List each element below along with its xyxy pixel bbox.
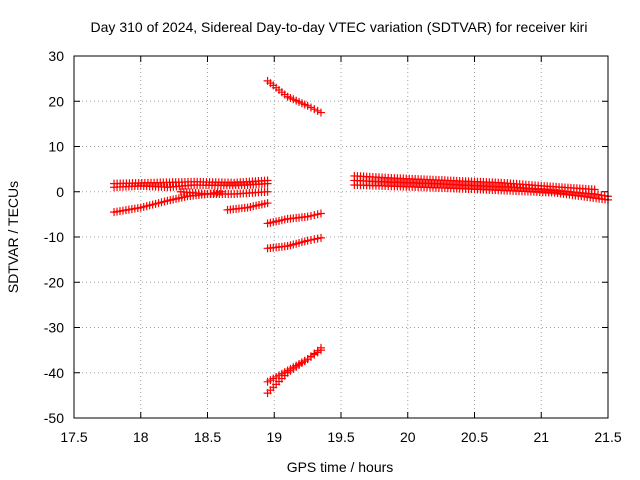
x-tick-label: 20.5 bbox=[461, 429, 488, 445]
y-tick-label: -10 bbox=[44, 229, 64, 245]
data-point bbox=[313, 106, 322, 115]
y-tick-label: 30 bbox=[48, 48, 64, 64]
data-points bbox=[110, 76, 612, 398]
x-tick-label: 20 bbox=[400, 429, 416, 445]
data-point bbox=[316, 343, 325, 352]
x-axis-label: GPS time / hours bbox=[287, 459, 394, 475]
data-point bbox=[306, 211, 315, 220]
data-point bbox=[303, 212, 312, 221]
data-point bbox=[263, 187, 272, 196]
data-point bbox=[313, 210, 322, 219]
grid bbox=[74, 56, 608, 418]
series-arc-d bbox=[263, 76, 325, 117]
y-tick-label: -30 bbox=[44, 320, 64, 336]
data-point bbox=[590, 185, 599, 194]
series-arc-g bbox=[263, 346, 325, 386]
x-tick-label: 21.5 bbox=[594, 429, 621, 445]
x-tick-label: 19 bbox=[266, 429, 282, 445]
data-point bbox=[306, 103, 315, 112]
data-point bbox=[216, 187, 225, 196]
data-point bbox=[310, 211, 319, 220]
data-point bbox=[316, 233, 325, 242]
y-tick-label: -50 bbox=[44, 410, 64, 426]
plot-frame bbox=[73, 55, 609, 419]
data-point bbox=[316, 209, 325, 218]
series-arc-a-upper bbox=[110, 176, 272, 188]
series-arc-h bbox=[263, 343, 325, 398]
series-arc-b bbox=[110, 187, 225, 217]
chart-title: Day 310 of 2024, Sidereal Day-to-day VTE… bbox=[91, 19, 588, 35]
y-tick-label: 10 bbox=[48, 139, 64, 155]
data-point bbox=[263, 176, 272, 185]
data-point bbox=[316, 108, 325, 117]
x-tick-label: 17.5 bbox=[60, 429, 87, 445]
y-tick-label: 0 bbox=[56, 184, 64, 200]
data-point bbox=[263, 199, 272, 208]
series-arc-i-upper bbox=[350, 171, 599, 194]
y-tick-labels: -50 -40 -30 -20 -10 0 10 20 30 bbox=[44, 48, 64, 426]
data-point bbox=[303, 101, 312, 110]
y-tick-label: -20 bbox=[44, 274, 64, 290]
series-arc-f bbox=[263, 233, 325, 253]
y-tick-label: 20 bbox=[48, 93, 64, 109]
data-point bbox=[303, 236, 312, 245]
x-tick-labels: 17.5 18 18.5 19 19.5 20 20.5 21 21.5 bbox=[60, 429, 621, 445]
series-arc-e bbox=[263, 209, 325, 228]
x-tick-label: 18.5 bbox=[194, 429, 221, 445]
data-point bbox=[313, 234, 322, 243]
series-arc-i-lower bbox=[350, 180, 612, 204]
data-point bbox=[310, 105, 319, 114]
data-point bbox=[310, 235, 319, 244]
x-tick-label: 21 bbox=[533, 429, 549, 445]
y-axis-label: SDTVAR / TECUs bbox=[5, 181, 21, 293]
x-tick-label: 18 bbox=[133, 429, 149, 445]
data-point bbox=[306, 235, 315, 244]
y-tick-label: -40 bbox=[44, 365, 64, 381]
series-arc-c bbox=[223, 199, 272, 214]
x-tick-label: 19.5 bbox=[327, 429, 354, 445]
